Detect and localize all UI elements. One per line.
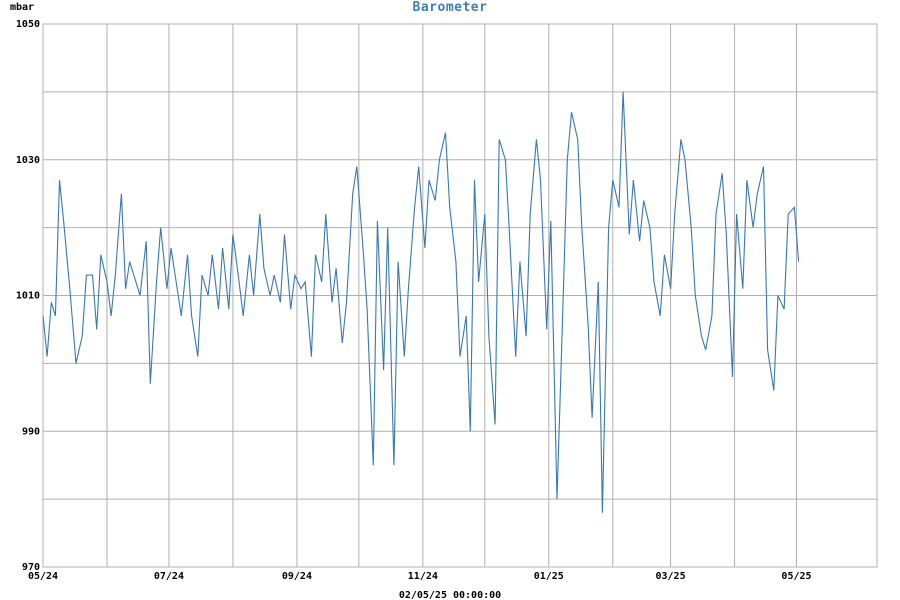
- y-axis-unit: mbar: [10, 2, 34, 13]
- series-line: [42, 91, 800, 513]
- y-tick-label: 1050: [16, 19, 40, 30]
- chart-footer-timestamp: 02/05/25 00:00:00: [399, 590, 501, 600]
- x-axis: 05/24 07/24 09/24 11/24 01/25 03/25 05/25: [28, 571, 812, 582]
- y-tick-label: 970: [22, 562, 40, 573]
- series-layer: [42, 91, 800, 513]
- x-tick-label: 03/25: [656, 571, 686, 582]
- chart-title: Barometer: [413, 0, 488, 15]
- y-tick-label: 990: [22, 426, 40, 437]
- x-tick-label: 09/24: [282, 571, 312, 582]
- x-tick-label: 05/25: [781, 571, 811, 582]
- x-tick-label: 05/24: [28, 571, 58, 582]
- y-tick-label: 1010: [16, 291, 40, 302]
- x-tick-label: 01/25: [534, 571, 564, 582]
- grid: [42, 23, 877, 568]
- plot-frame: [42, 23, 878, 568]
- y-tick-label: 1030: [16, 155, 40, 166]
- x-tick-label: 11/24: [408, 571, 438, 582]
- x-tick-label: 07/24: [154, 571, 184, 582]
- y-axis: 970 990 1010 1030 1050: [16, 19, 40, 573]
